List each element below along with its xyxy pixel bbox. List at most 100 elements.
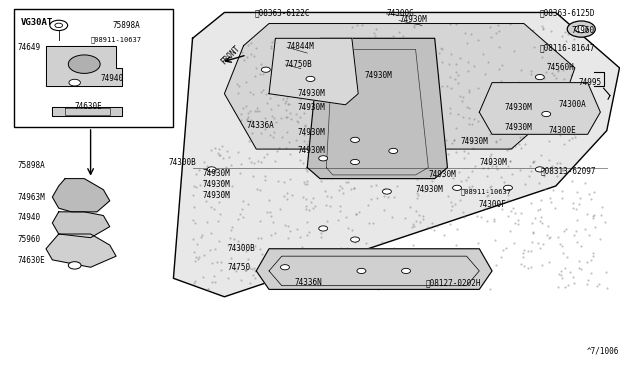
Point	[412, 208, 422, 214]
Point	[456, 98, 467, 104]
Point	[568, 200, 578, 206]
Point	[273, 177, 283, 183]
Point	[566, 95, 576, 101]
Point	[356, 109, 366, 115]
Point	[341, 179, 351, 185]
Point	[541, 130, 551, 136]
Point	[280, 79, 291, 85]
Point	[268, 134, 278, 140]
Point	[312, 42, 322, 48]
Point	[429, 227, 440, 232]
Point	[344, 128, 355, 134]
Point	[519, 263, 529, 269]
Point	[333, 271, 344, 277]
Point	[305, 96, 315, 102]
Point	[468, 145, 478, 151]
Point	[373, 99, 383, 105]
Point	[370, 77, 380, 83]
Circle shape	[319, 156, 328, 161]
Point	[415, 48, 425, 54]
Point	[580, 226, 590, 232]
Point	[497, 247, 508, 253]
Point	[466, 186, 476, 192]
Point	[225, 255, 236, 261]
Point	[453, 72, 463, 78]
Point	[388, 245, 399, 251]
Point	[413, 276, 424, 282]
Text: 74930M: 74930M	[298, 128, 326, 137]
Point	[466, 31, 476, 37]
Polygon shape	[52, 107, 122, 116]
Point	[396, 173, 406, 179]
Point	[458, 114, 468, 120]
Point	[298, 73, 308, 79]
Point	[435, 45, 445, 51]
Point	[287, 39, 298, 45]
Point	[276, 251, 286, 257]
Point	[412, 195, 422, 201]
Point	[308, 88, 319, 94]
Point	[277, 134, 287, 140]
Point	[355, 71, 365, 77]
Point	[446, 51, 456, 57]
Point	[377, 130, 387, 136]
Point	[394, 115, 404, 121]
Point	[588, 250, 598, 256]
Point	[301, 196, 311, 202]
Point	[538, 241, 548, 247]
Point	[267, 39, 277, 45]
Point	[254, 108, 264, 113]
Point	[282, 223, 292, 229]
Point	[381, 106, 391, 112]
Point	[350, 277, 360, 283]
Point	[396, 39, 406, 45]
Text: 74630E: 74630E	[17, 256, 45, 265]
Point	[355, 64, 365, 70]
Point	[278, 40, 288, 46]
Point	[372, 195, 382, 201]
Circle shape	[280, 264, 289, 270]
Point	[309, 87, 319, 93]
Point	[393, 126, 403, 132]
Point	[518, 254, 528, 260]
Text: 74930M: 74930M	[298, 147, 326, 155]
Point	[346, 186, 356, 192]
Point	[364, 146, 374, 152]
Point	[308, 126, 319, 132]
Point	[478, 165, 488, 171]
Point	[541, 232, 552, 238]
Point	[565, 269, 575, 275]
Point	[595, 236, 605, 242]
Point	[504, 158, 515, 164]
Point	[559, 29, 570, 35]
Point	[428, 144, 438, 150]
Point	[390, 276, 400, 282]
Point	[278, 270, 289, 276]
Point	[408, 242, 418, 248]
Point	[529, 44, 539, 49]
Point	[298, 73, 308, 79]
Point	[248, 91, 258, 97]
Point	[269, 47, 279, 53]
Point	[319, 148, 330, 154]
Point	[436, 59, 447, 65]
Point	[221, 164, 231, 170]
Point	[197, 232, 207, 238]
Point	[273, 91, 284, 97]
Point	[199, 158, 209, 164]
Point	[523, 248, 533, 254]
Point	[243, 256, 253, 262]
Point	[463, 150, 473, 156]
Point	[583, 277, 593, 283]
Point	[316, 234, 326, 240]
Point	[339, 285, 349, 291]
Point	[355, 58, 365, 64]
Point	[543, 138, 554, 144]
Point	[433, 72, 443, 78]
Point	[267, 65, 277, 71]
Point	[419, 47, 429, 53]
Point	[223, 242, 233, 248]
Point	[247, 266, 257, 272]
Point	[423, 224, 433, 230]
Point	[236, 161, 246, 167]
